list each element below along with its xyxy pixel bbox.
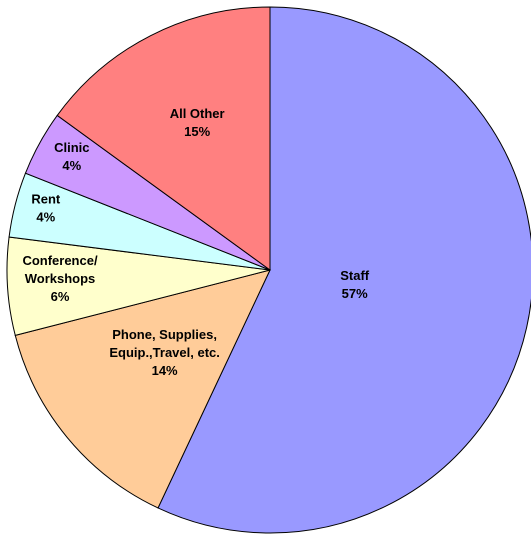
slice-value-label: 14% (152, 363, 178, 378)
pie-slice (157, 6, 531, 534)
slice-label-line: Phone, Supplies, (112, 327, 217, 342)
slice-label-line: Rent (31, 191, 61, 206)
slice-label: Rent (31, 191, 61, 206)
slice-label-line: Staff (340, 268, 370, 283)
pie-slice (56, 6, 271, 271)
slice-value-label: 6% (51, 289, 70, 304)
pie-slice (14, 269, 271, 509)
slice-label-line: All Other (170, 106, 225, 121)
slice-value-label: 57% (342, 286, 368, 301)
slice-label: All Other (170, 106, 225, 121)
slice-label: Phone, Supplies, Equip.,Travel, etc. (109, 327, 220, 360)
slice-value-label: 4% (36, 209, 55, 224)
slice-label: Conference/Workshops (22, 253, 98, 286)
slice-label: Clinic (54, 140, 89, 155)
slice-label-line: Conference/ (22, 253, 98, 268)
slice-label-line: Clinic (54, 140, 89, 155)
slice-value-label: 4% (62, 158, 81, 173)
slice-label: Staff (340, 268, 370, 283)
slice-label-line: Workshops (25, 271, 96, 286)
slice-value-label: 15% (184, 124, 210, 139)
slice-label-line: Equip.,Travel, etc. (109, 345, 220, 360)
